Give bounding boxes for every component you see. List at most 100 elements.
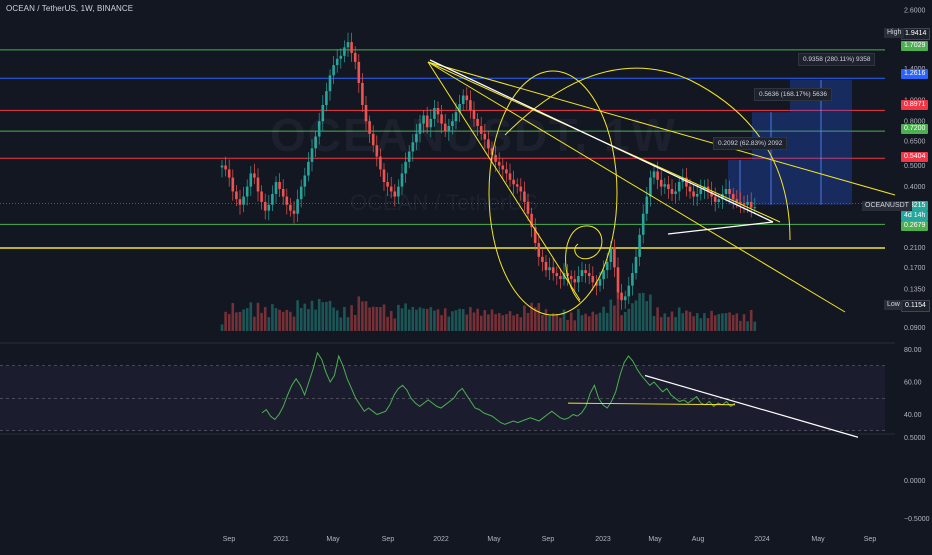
- candle-body: [436, 108, 440, 115]
- volume-bar: [631, 303, 634, 331]
- fan-line[interactable]: [427, 61, 581, 301]
- candle-body: [641, 213, 645, 235]
- candle-body: [299, 186, 303, 200]
- volume-bar: [638, 293, 641, 331]
- candle-body: [659, 179, 663, 187]
- volume-bar: [292, 316, 296, 331]
- symbol-watermark-description: OCEAN / TetherUS: [350, 190, 538, 215]
- price-level-tag: 1.7029: [901, 41, 929, 51]
- candle-body: [253, 173, 256, 178]
- volume-bar: [548, 315, 551, 331]
- volume-bar: [317, 299, 321, 331]
- volume-bar: [382, 304, 386, 331]
- volume-bar: [519, 317, 523, 331]
- candle-body: [368, 121, 371, 134]
- candle-body: [559, 276, 562, 280]
- candle-body: [364, 104, 368, 122]
- volume-bar: [602, 306, 605, 331]
- candle-body: [569, 276, 573, 280]
- candle-body: [656, 171, 659, 180]
- volume-bar: [271, 304, 274, 331]
- time-axis-label: Sep: [864, 536, 877, 543]
- time-axis-label: May: [326, 536, 340, 543]
- volume-bar: [418, 307, 422, 331]
- fib-spiral[interactable]: [565, 225, 603, 303]
- candle-body: [670, 188, 674, 194]
- candle-body: [717, 199, 721, 202]
- measurement-label: 0.9358 (280.11%) 9358: [798, 53, 876, 66]
- fan-line[interactable]: [427, 61, 896, 196]
- rsi-trend-line[interactable]: [644, 374, 859, 438]
- volume-bar: [559, 317, 562, 331]
- volume-bar: [728, 312, 731, 331]
- candle-body: [454, 112, 458, 122]
- candle-body: [429, 118, 433, 128]
- triangle-support-line[interactable]: [667, 221, 774, 235]
- candle-body: [242, 196, 245, 205]
- rsi-support-line[interactable]: [567, 402, 736, 406]
- candle-body: [310, 148, 314, 162]
- candle-body: [245, 186, 249, 197]
- fib-circle[interactable]: [488, 70, 618, 316]
- volume-bar: [433, 310, 436, 331]
- volume-bar: [425, 308, 429, 331]
- fan-line[interactable]: [427, 61, 846, 313]
- candle-body: [447, 126, 451, 132]
- candle-body: [667, 184, 670, 189]
- candle-body: [328, 75, 332, 92]
- price-level-tag: 0.7200: [901, 124, 929, 134]
- volume-bar: [663, 313, 667, 331]
- volume-bar: [389, 310, 393, 331]
- fib-arc[interactable]: [504, 67, 791, 241]
- volume-bar: [393, 318, 397, 331]
- lower-axis-label: 0.5000: [904, 435, 926, 442]
- volume-bar: [299, 307, 303, 331]
- triangle-resistance-line[interactable]: [429, 59, 774, 223]
- candle-body: [721, 193, 724, 200]
- candle-body: [613, 247, 616, 268]
- lower-axis-label: −0.5000: [904, 516, 930, 523]
- time-axis-label: 2021: [273, 536, 289, 543]
- rsi-line[interactable]: [261, 351, 736, 425]
- volume-bar: [476, 308, 479, 331]
- volume-bar: [544, 309, 548, 331]
- volume-bar: [537, 303, 541, 331]
- volume-bar: [497, 313, 501, 331]
- price-axis-label: 0.0900: [904, 325, 926, 332]
- volume-bar: [235, 312, 238, 331]
- candle-body: [663, 184, 667, 187]
- volume-bar: [238, 311, 242, 331]
- volume-bar: [335, 310, 339, 331]
- candle-body: [649, 177, 652, 197]
- volume-bar: [256, 302, 260, 331]
- volume-bar: [400, 308, 404, 331]
- price-axis-label: 0.1700: [904, 265, 926, 272]
- candle-body: [361, 82, 364, 105]
- volume-bar: [267, 317, 271, 331]
- rsi-axis-label: 40.00: [904, 412, 922, 419]
- price-level-tag: 0.2679: [901, 221, 929, 231]
- candle-body: [418, 123, 422, 134]
- volume-bar: [623, 312, 627, 331]
- volume-bar: [289, 311, 292, 331]
- volume-bar: [695, 313, 699, 331]
- candle-body: [289, 204, 292, 211]
- candle-body: [541, 256, 544, 262]
- volume-bar: [307, 308, 310, 331]
- volume-bar: [303, 303, 307, 331]
- candle-body: [249, 173, 253, 187]
- price-level-tag: 1.9414: [901, 28, 931, 40]
- candle-body: [598, 279, 602, 286]
- candle-body: [580, 270, 584, 277]
- volume-bar: [386, 316, 389, 331]
- candle-body: [685, 177, 688, 187]
- volume-bar: [746, 321, 749, 331]
- candle-body: [530, 213, 533, 228]
- candle-body: [292, 210, 296, 214]
- volume-bar: [249, 302, 253, 331]
- volume-bar: [285, 309, 289, 331]
- candle-body: [227, 169, 231, 178]
- candle-body: [512, 179, 515, 185]
